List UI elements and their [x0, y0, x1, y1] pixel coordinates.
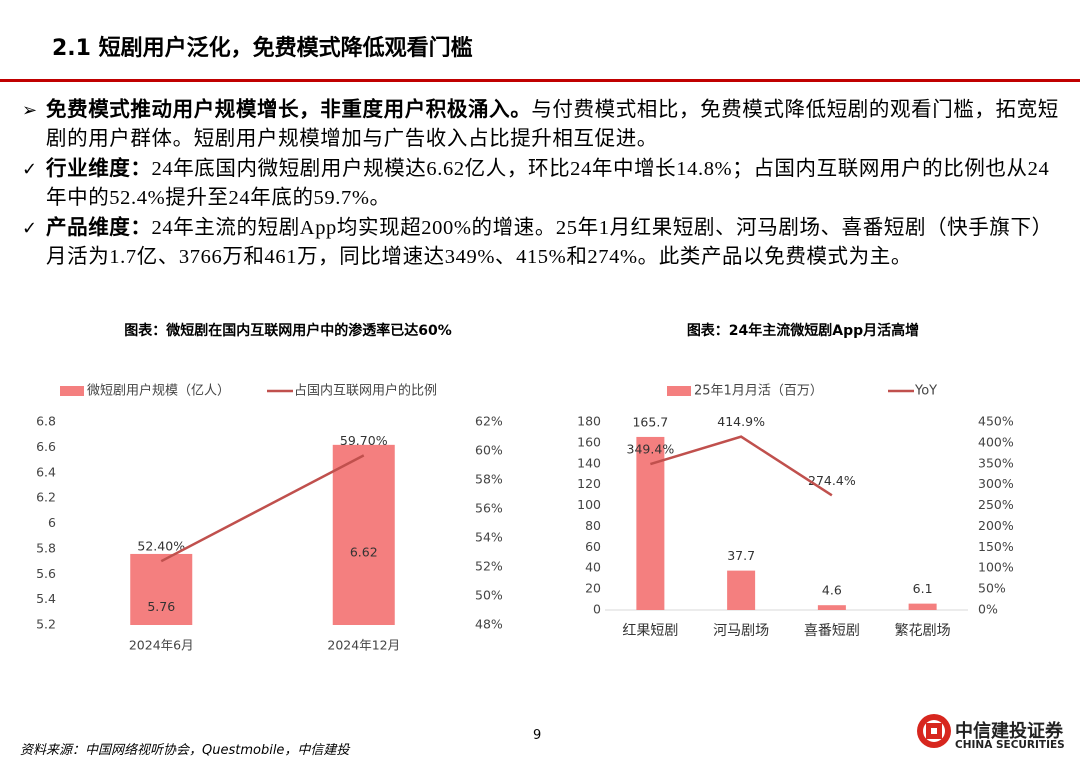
y-tick-label: 160 [577, 434, 601, 449]
y-tick-label: 6.8 [36, 414, 56, 429]
page-number: 9 [533, 728, 542, 743]
y2-tick-label: 250% [978, 497, 1014, 512]
bullet-marker: ✓ [22, 218, 38, 239]
y-tick-label: 5.6 [36, 566, 56, 581]
chart-title: 图表：24年主流微短剧App月活高增 [687, 322, 919, 339]
y-tick-label: 80 [585, 518, 601, 533]
y-tick-label: 0 [593, 602, 601, 617]
y2-tick-label: 350% [978, 455, 1014, 470]
line-label: 414.9% [717, 414, 765, 429]
y2-tick-label: 300% [978, 476, 1014, 491]
bullet-lead: 免费模式推动用户规模增长，非重度用户积极涌入。 [46, 99, 532, 121]
y-tick-label: 5.4 [36, 591, 56, 606]
y-tick-label: 6.2 [36, 490, 56, 505]
bar [908, 603, 937, 610]
line [650, 435, 833, 497]
bar [636, 436, 665, 610]
y2-tick-label: 50% [475, 588, 503, 603]
y-tick-label: 100 [577, 497, 601, 512]
bar-label: 4.6 [822, 583, 842, 598]
line-label: 59.70% [340, 433, 388, 448]
bullet-marker: ✓ [22, 159, 38, 180]
x-tick-label: 红果短剧 [622, 623, 678, 639]
legend-label: 25年1月月活（百万） [694, 384, 823, 399]
slide-title: 2.1 短剧用户泛化，免费模式降低观看门槛 [52, 36, 473, 61]
y2-tick-label: 56% [475, 501, 503, 516]
y2-tick-label: 58% [475, 472, 503, 487]
y2-tick-label: 48% [475, 617, 503, 632]
y2-tick-label: 0% [978, 602, 998, 617]
line-label: 349.4% [627, 442, 675, 457]
y2-tick-label: 200% [978, 518, 1014, 533]
bullet-text: 与付费模式相比，免费模式降低短剧的观看门槛，拓宽短剧的用户群体。短剧用户规模增加… [46, 99, 1059, 150]
line-label: 52.40% [137, 539, 185, 554]
bar-label: 6.1 [913, 581, 933, 596]
bar-label: 165.7 [632, 414, 668, 429]
y-tick-label: 6 [48, 515, 56, 530]
bullet-lead: 行业维度： [46, 158, 152, 180]
bar [727, 570, 756, 610]
bar [332, 444, 395, 625]
y-tick-label: 40 [585, 560, 601, 575]
title-rule [0, 79, 1080, 82]
y-tick-label: 5.8 [36, 540, 56, 555]
bullet: ✓ 产品维度：24年主流的短剧App均实现超200%的增速。25年1月红果短剧、河… [22, 214, 1062, 272]
chart-title: 图表：微短剧在国内互联网用户中的渗透率已达60% [124, 322, 452, 339]
logo-text-en: CHINA SECURITIES [955, 739, 1065, 751]
y2-tick-label: 60% [475, 443, 503, 458]
y-tick-label: 120 [577, 476, 601, 491]
bullet-text: 24年底国内微短剧用户规模达6.62亿人，环比24年中增长14.8%；占国内互联… [46, 158, 1050, 209]
y2-tick-label: 450% [978, 414, 1014, 429]
y-tick-label: 140 [577, 455, 601, 470]
y-tick-label: 20 [585, 581, 601, 596]
x-tick-label: 2024年12月 [327, 638, 400, 653]
bar-label: 6.62 [350, 544, 378, 559]
x-tick-label: 繁花剧场 [895, 623, 951, 639]
legend-swatch [667, 386, 691, 396]
bar [130, 553, 193, 625]
bar [817, 605, 846, 610]
legend-swatch [60, 386, 84, 396]
source: 资料来源：中国网络视听协会，Questmobile，中信建投 [20, 743, 350, 758]
y2-tick-label: 100% [978, 560, 1014, 575]
bullet-text: 24年主流的短剧App均实现超200%的增速。25年1月红果短剧、河马剧场、喜番… [46, 217, 1053, 268]
y2-tick-label: 52% [475, 559, 503, 574]
bar-label: 37.7 [727, 548, 755, 563]
y2-tick-label: 54% [475, 530, 503, 545]
y2-tick-label: 150% [978, 539, 1014, 554]
bullet: ➢ 免费模式推动用户规模增长，非重度用户积极涌入。与付费模式相比，免费模式降低短剧… [22, 96, 1062, 154]
legend-label: YoY [914, 384, 937, 399]
line [160, 454, 365, 563]
line-label: 274.4% [808, 473, 856, 488]
bullet: ✓ 行业维度：24年底国内微短剧用户规模达6.62亿人，环比24年中增长14.8%… [22, 155, 1062, 213]
y2-tick-label: 62% [475, 414, 503, 429]
y-tick-label: 5.2 [36, 617, 56, 632]
x-tick-label: 2024年6月 [129, 638, 194, 653]
y-tick-label: 60 [585, 539, 601, 554]
bullet-marker: ➢ [22, 100, 38, 121]
logo-icon [917, 714, 951, 748]
bullet-list: ➢ 免费模式推动用户规模增长，非重度用户积极涌入。与付费模式相比，免费模式降低短剧… [22, 96, 1062, 273]
logo-text: 中信建投证券 [955, 721, 1063, 742]
bar-label: 5.76 [147, 599, 175, 614]
y-tick-label: 6.6 [36, 439, 56, 454]
bullet-lead: 产品维度： [46, 217, 152, 239]
legend-label: 微短剧用户规模（亿人） [87, 383, 230, 399]
y2-tick-label: 400% [978, 434, 1014, 449]
y-tick-label: 180 [577, 414, 601, 429]
x-tick-label: 喜番短剧 [804, 623, 860, 639]
legend-label: 占国内互联网用户的比例 [294, 383, 437, 399]
x-tick-label: 河马剧场 [713, 623, 769, 639]
y-tick-label: 6.4 [36, 464, 56, 479]
y2-tick-label: 50% [978, 581, 1006, 596]
